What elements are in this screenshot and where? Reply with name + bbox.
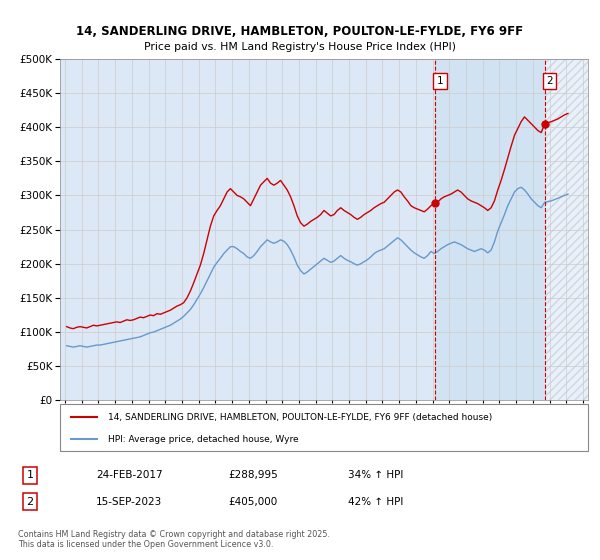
- Text: 14, SANDERLING DRIVE, HAMBLETON, POULTON-LE-FYLDE, FY6 9FF: 14, SANDERLING DRIVE, HAMBLETON, POULTON…: [76, 25, 524, 38]
- Text: 24-FEB-2017: 24-FEB-2017: [96, 470, 163, 480]
- Text: £288,995: £288,995: [228, 470, 278, 480]
- Text: 34% ↑ HPI: 34% ↑ HPI: [348, 470, 403, 480]
- Text: 2: 2: [26, 497, 34, 507]
- Text: £405,000: £405,000: [228, 497, 277, 507]
- Text: 42% ↑ HPI: 42% ↑ HPI: [348, 497, 403, 507]
- Text: 14, SANDERLING DRIVE, HAMBLETON, POULTON-LE-FYLDE, FY6 9FF (detached house): 14, SANDERLING DRIVE, HAMBLETON, POULTON…: [107, 413, 492, 422]
- Text: 15-SEP-2023: 15-SEP-2023: [96, 497, 162, 507]
- Bar: [435, 59, 545, 400]
- Text: Contains HM Land Registry data © Crown copyright and database right 2025.
This d: Contains HM Land Registry data © Crown c…: [18, 530, 330, 549]
- Bar: [545, 59, 592, 400]
- Text: 1: 1: [26, 470, 34, 480]
- FancyBboxPatch shape: [60, 404, 588, 451]
- Text: 1: 1: [437, 76, 443, 86]
- Text: 2: 2: [547, 76, 553, 86]
- Text: Price paid vs. HM Land Registry's House Price Index (HPI): Price paid vs. HM Land Registry's House …: [144, 42, 456, 52]
- Text: HPI: Average price, detached house, Wyre: HPI: Average price, detached house, Wyre: [107, 435, 298, 444]
